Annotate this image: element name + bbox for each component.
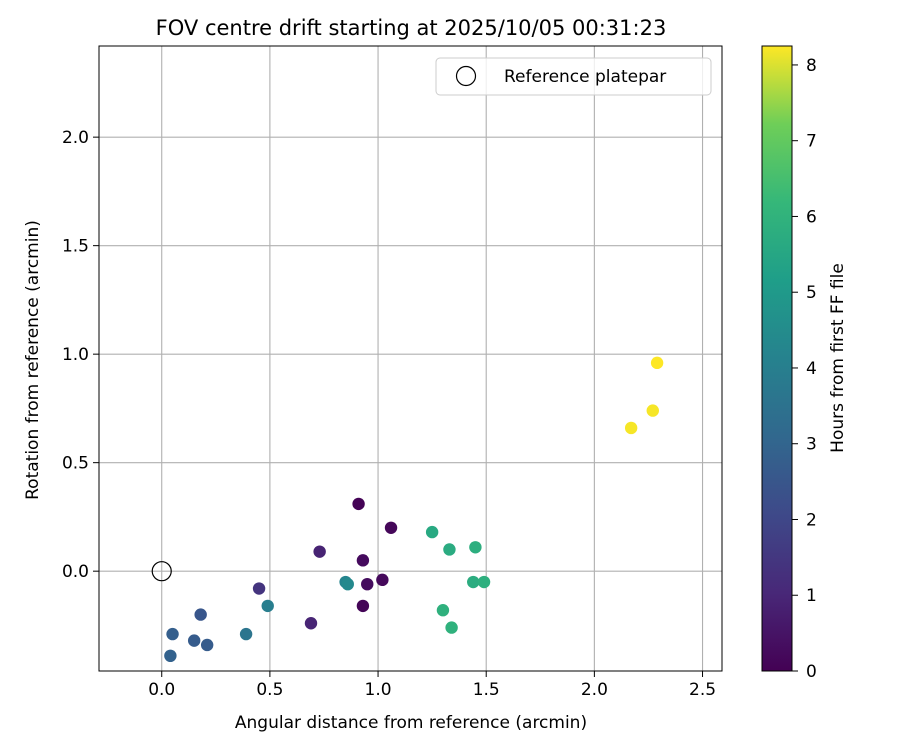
data-point xyxy=(469,541,482,554)
data-point xyxy=(425,525,439,539)
x-tick-label: 2.0 xyxy=(581,680,608,700)
data-point xyxy=(467,575,480,589)
y-tick-label: 2.0 xyxy=(62,128,89,148)
data-point xyxy=(341,577,354,591)
data-point xyxy=(313,545,326,558)
data-point xyxy=(376,573,389,587)
data-point xyxy=(352,497,365,511)
colorbar-tick-label: 8 xyxy=(806,56,817,76)
data-point xyxy=(194,608,207,621)
data-point xyxy=(646,404,659,417)
legend-label: Reference platepar xyxy=(504,67,666,87)
colorbar-tick-label: 7 xyxy=(806,132,817,152)
data-point xyxy=(200,638,214,652)
colorbar-tick-label: 1 xyxy=(806,586,817,606)
data-point xyxy=(356,599,370,613)
plot-frame xyxy=(98,45,723,672)
x-tick-label: 1.5 xyxy=(473,680,500,700)
data-point xyxy=(187,634,201,647)
data-point xyxy=(445,621,458,634)
x-axis-label: Angular distance from reference (arcmin) xyxy=(235,713,587,733)
reference-platepar-marker xyxy=(151,561,172,582)
data-point xyxy=(261,599,274,613)
scatter-points xyxy=(151,356,664,663)
data-point xyxy=(650,356,664,370)
colorbar-label: Hours from first FF file xyxy=(828,263,848,453)
colorbar-gradient xyxy=(761,45,793,672)
colorbar-tick-label: 6 xyxy=(806,207,817,227)
legend-box xyxy=(435,57,712,96)
x-tick-label: 2.5 xyxy=(689,680,716,700)
data-point xyxy=(356,554,370,567)
data-point xyxy=(624,421,638,435)
colorbar-tick-label: 2 xyxy=(806,510,817,530)
data-point xyxy=(252,582,266,595)
data-point xyxy=(239,627,253,641)
y-axis-label: Rotation from reference (arcmin) xyxy=(23,220,43,500)
legend-reference-marker xyxy=(455,65,477,87)
data-point xyxy=(436,604,450,617)
colorbar: 0 1 2 3 4 5 6 7 8 Hours from first FF file xyxy=(761,45,848,682)
data-point xyxy=(443,543,456,556)
chart-title: FOV centre drift starting at 2025/10/05 … xyxy=(156,16,667,40)
y-tick-label: 0.0 xyxy=(62,562,89,582)
y-tick-label: 1.5 xyxy=(62,237,89,257)
data-point xyxy=(166,627,179,641)
colorbar-ticks: 0 1 2 3 4 5 6 7 8 xyxy=(792,56,817,682)
colorbar-tick-label: 3 xyxy=(806,435,817,455)
data-point xyxy=(304,617,318,630)
colorbar-tick-label: 5 xyxy=(806,283,817,303)
grid xyxy=(99,46,722,671)
x-tick-label: 1.0 xyxy=(365,680,392,700)
y-tick-label: 1.0 xyxy=(62,345,89,365)
colorbar-tick-label: 4 xyxy=(806,359,817,379)
legend: Reference platepar xyxy=(435,57,712,96)
axes: 0.0 0.5 1.0 1.5 2.0 2.5 0.0 0.5 1.0 1.5 2.0 xyxy=(62,45,723,700)
x-tick-label: 0.5 xyxy=(256,680,283,700)
data-point xyxy=(361,577,374,591)
x-tick-label: 0.0 xyxy=(148,680,175,700)
colorbar-tick-label: 0 xyxy=(806,662,817,682)
data-point xyxy=(477,575,491,589)
y-tick-label: 0.5 xyxy=(62,454,89,474)
data-point xyxy=(164,649,177,663)
data-point xyxy=(384,521,398,534)
